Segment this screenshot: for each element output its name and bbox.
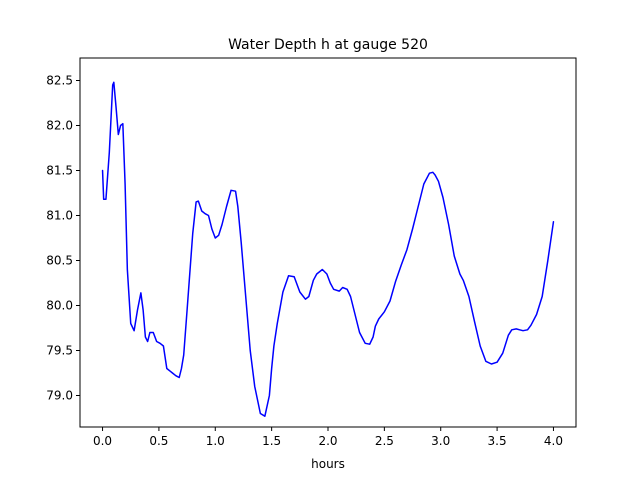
x-tick-label: 1.0 (206, 434, 225, 448)
x-tick-label: 1.5 (262, 434, 281, 448)
y-tick-label: 81.0 (46, 209, 73, 223)
x-tick-label: 4.0 (544, 434, 563, 448)
y-tick-label: 80.5 (46, 254, 73, 268)
chart-title: Water Depth h at gauge 520 (228, 37, 428, 53)
x-tick-label: 0.0 (93, 434, 112, 448)
series-line (101, 81, 555, 417)
y-tick-label: 81.5 (46, 164, 73, 178)
x-tick-label: 3.0 (431, 434, 450, 448)
y-tick-label: 79.5 (46, 344, 73, 358)
x-tick-label: 0.5 (149, 434, 168, 448)
y-axis-ticks: 79.0 79.5 80.0 80.5 81.0 81.5 82.0 82.5 (46, 74, 80, 403)
x-tick-label: 2.0 (318, 434, 337, 448)
y-tick-label: 82.5 (46, 74, 73, 88)
x-tick-label: 2.5 (375, 434, 394, 448)
y-tick-label: 82.0 (46, 119, 73, 133)
x-axis-label: hours (311, 457, 345, 471)
x-axis-ticks: 0.0 0.5 1.0 1.5 2.0 2.5 3.0 3.5 4.0 (93, 427, 563, 448)
x-tick-label: 3.5 (488, 434, 507, 448)
y-tick-label: 79.0 (46, 389, 73, 403)
y-tick-label: 80.0 (46, 299, 73, 313)
